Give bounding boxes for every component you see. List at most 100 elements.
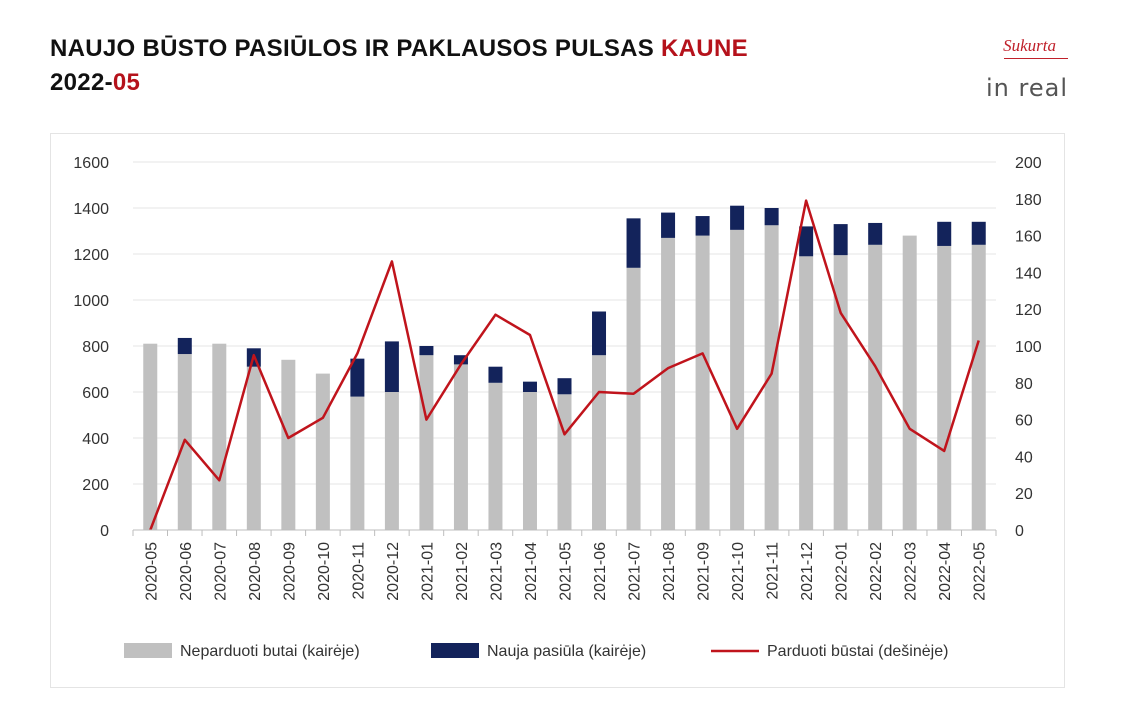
period-year: 2022- [50, 69, 113, 96]
chart-period: 2022-05 [50, 66, 748, 100]
y-right-tick-label: 160 [1015, 229, 1042, 246]
bar-new-supply [661, 212, 676, 238]
bar-new-supply [868, 222, 883, 245]
bar-unsold [453, 364, 468, 530]
y-left-tick-label: 400 [82, 431, 109, 448]
bar-new-supply [350, 358, 365, 397]
bar-unsold [902, 235, 917, 530]
y-left-tick-label: 0 [100, 523, 109, 540]
y-right-tick-label: 180 [1015, 192, 1042, 209]
bar-new-supply [937, 221, 952, 246]
bar-new-supply [453, 355, 468, 365]
x-tick-label: 2021-07 [627, 542, 644, 601]
bar-unsold [937, 245, 952, 530]
bar-unsold [281, 359, 296, 530]
y-left-tick-label: 200 [82, 477, 109, 494]
bar-unsold [557, 394, 572, 530]
y-right-tick-label: 120 [1015, 302, 1042, 319]
bar-unsold [246, 366, 261, 530]
bar-new-supply [177, 337, 192, 355]
bar-new-supply [730, 205, 745, 230]
x-tick-label: 2020-09 [281, 542, 298, 601]
period-month: 05 [112, 69, 141, 96]
x-tick-label: 2021-02 [454, 542, 471, 601]
legend-swatch-new-supply [431, 643, 479, 658]
y-right-tick-label: 60 [1015, 413, 1033, 430]
bar-unsold [212, 343, 227, 530]
bar-unsold [764, 225, 779, 530]
title-block: NAUJO BŪSTO PASIŪLOS IR PAKLAUSOS PULSAS… [50, 32, 748, 100]
y-right-tick-label: 0 [1015, 523, 1024, 540]
legend-label-new-supply: Nauja pasiūla (kairėje) [487, 643, 646, 660]
x-tick-label: 2020-10 [316, 542, 333, 601]
bar-unsold [488, 382, 503, 530]
bar-unsold [868, 244, 883, 531]
bar-unsold [799, 256, 814, 530]
sold-line [149, 199, 980, 531]
logo-underline [1004, 58, 1068, 59]
x-tick-label: 2021-01 [419, 542, 436, 601]
x-axis: 2020-05 2020-06 2020-07 2020-08 2020-09 2020-… [132, 529, 997, 601]
bar-new-supply [695, 216, 710, 236]
y-right-tick-label: 100 [1015, 339, 1042, 356]
logo-subtitle: Sukurta [1003, 36, 1056, 55]
x-tick-label: 2022-04 [937, 542, 954, 601]
legend-label-unsold: Neparduoti butai (kairėje) [180, 643, 360, 660]
bar-unsold [730, 229, 745, 530]
x-tick-label: 2022-03 [903, 542, 920, 601]
bar-unsold [833, 255, 848, 530]
bar-unsold [419, 355, 434, 530]
x-tick-label: 2021-09 [696, 542, 713, 601]
chart-container: 0 200 400 600 800 1000 1200 1400 1600 0 20 40 60 80 1… [50, 133, 1065, 688]
x-tick-label: 2021-08 [661, 542, 678, 601]
y-left-tick-label: 1200 [73, 247, 109, 264]
bar-new-supply [592, 311, 607, 356]
x-tick-label: 2021-04 [523, 542, 540, 601]
y-right-tick-label: 40 [1015, 449, 1033, 466]
chart-svg: 0 200 400 600 800 1000 1200 1400 1600 0 20 40 60 80 1… [73, 155, 1042, 660]
logo-name: in real [986, 74, 1068, 102]
x-tick-label: 2022-05 [972, 542, 989, 601]
bar-unsold [143, 343, 158, 530]
bars [143, 205, 986, 531]
x-tick-label: 2021-10 [730, 542, 747, 601]
y-right-tick-label: 20 [1015, 486, 1033, 503]
bar-new-supply [419, 346, 434, 356]
y-left-tick-label: 1600 [73, 155, 109, 172]
title-main: NAUJO BŪSTO PASIŪLOS IR PAKLAUSOS PULSAS [50, 35, 662, 62]
bar-new-supply [971, 221, 986, 245]
bar-new-supply [522, 381, 537, 392]
bar-new-supply [764, 208, 779, 226]
x-tick-label: 2022-01 [834, 542, 851, 601]
x-tick-label: 2022-02 [868, 542, 885, 601]
legend-swatch-unsold [124, 643, 172, 658]
bar-new-supply [833, 224, 848, 256]
y-left-tick-label: 1400 [73, 201, 109, 218]
bar-new-supply [557, 378, 572, 395]
bar-new-supply [626, 218, 641, 268]
bar-new-supply [488, 366, 503, 383]
inreal-logo: Sukurta in real [978, 36, 1068, 106]
y-left-axis: 0 200 400 600 800 1000 1200 1400 1600 [73, 155, 109, 540]
x-tick-label: 2020-08 [247, 542, 264, 601]
bar-unsold [661, 237, 676, 530]
bar-unsold [315, 373, 330, 530]
x-tick-label: 2021-11 [765, 542, 782, 600]
y-left-tick-label: 1000 [73, 293, 109, 310]
x-tick-label: 2020-05 [143, 542, 160, 601]
bar-new-supply [384, 341, 399, 392]
x-tick-label: 2021-03 [488, 542, 505, 601]
x-tick-label: 2020-12 [385, 542, 402, 601]
x-tick-label: 2020-06 [178, 542, 195, 601]
title-city: KAUNE [661, 35, 748, 62]
bar-unsold [350, 396, 365, 530]
sold-line-group [149, 199, 980, 531]
bar-unsold [522, 392, 537, 530]
y-right-tick-label: 200 [1015, 155, 1042, 172]
bar-new-supply [799, 226, 814, 257]
y-right-tick-label: 80 [1015, 376, 1033, 393]
y-left-tick-label: 800 [82, 339, 109, 356]
x-tick-label: 2020-11 [350, 542, 367, 600]
legend: Neparduoti butai (kairėje) Nauja pasiūla… [124, 643, 948, 660]
x-tick-label: 2021-12 [799, 542, 816, 601]
